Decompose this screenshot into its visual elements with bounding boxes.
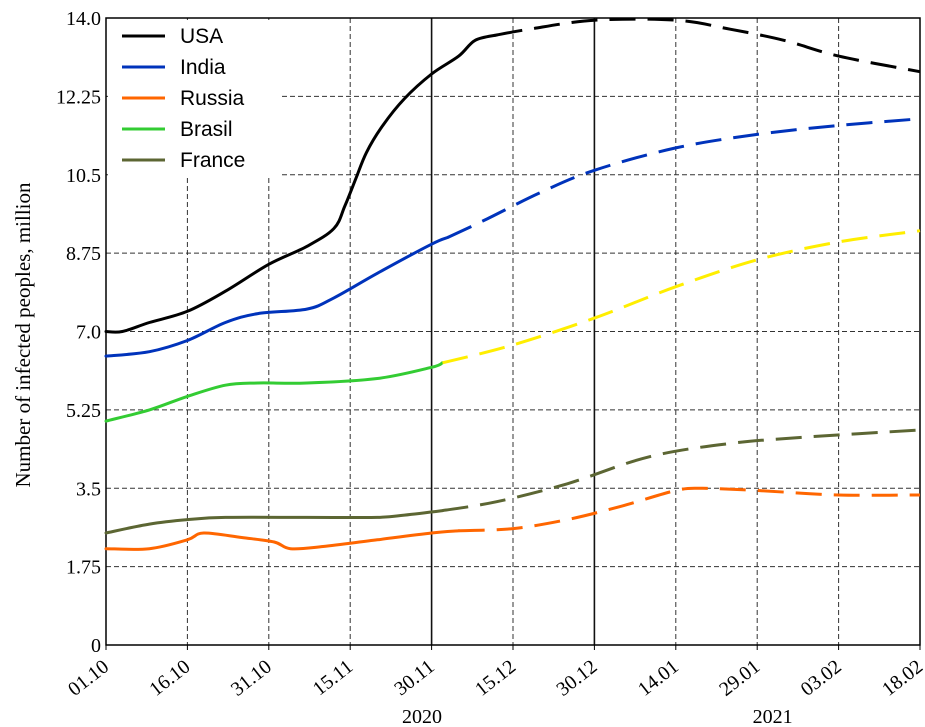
x-tick-label: 16.10 (145, 656, 194, 701)
year-label: 2020 (402, 706, 442, 727)
x-tick-label: 30.12 (552, 656, 601, 701)
legend-label-brasil: Brasil (180, 118, 233, 141)
series-line-india-forecast (447, 117, 921, 239)
x-tick-label: 03.02 (797, 656, 846, 701)
y-tick-label: 7.0 (76, 322, 101, 344)
series-line-india-observed (104, 235, 450, 358)
series-lines (104, 17, 921, 551)
series-line-brasil-observed (104, 361, 444, 423)
x-tick-label: 30.11 (390, 656, 438, 701)
x-tick-label: 31.10 (227, 656, 276, 701)
x-tick-label: 18.02 (878, 656, 925, 701)
series-line-russia-observed (104, 529, 461, 551)
y-tick-labels: 0 1.75 3.5 5.25 7.0 8.75 10.5 12.25 14.0 (56, 8, 101, 657)
y-axis-title: Number of infected peoples, million (11, 182, 35, 488)
legend-label-india: India (180, 56, 226, 79)
y-tick-label: 8.75 (66, 243, 101, 265)
y-tick-label: 1.75 (66, 557, 101, 579)
y-tick-label: 0 (91, 635, 101, 657)
y-tick-label: 3.5 (76, 478, 101, 500)
y-tick-label: 5.25 (66, 400, 101, 422)
series-line-brasil-forecast (442, 229, 921, 365)
x-tick-label: 15.12 (471, 656, 520, 701)
series-line-usa-observed (104, 33, 499, 334)
x-tick-label: 15.11 (309, 656, 357, 701)
x-tick-label: 14.01 (634, 656, 683, 701)
series-line-france-observed (104, 509, 444, 535)
x-tick-label: 29.01 (715, 656, 764, 701)
y-tick-label: 10.5 (66, 165, 101, 187)
year-labels: 2020 2021 (402, 706, 793, 727)
legend: USA India Russia Brasil France (108, 20, 280, 178)
legend-label-russia: Russia (180, 87, 245, 110)
year-label: 2021 (753, 706, 793, 727)
legend-label-usa: USA (180, 25, 223, 48)
y-tick-label: 12.25 (56, 86, 101, 108)
x-tick-label: 01.10 (64, 656, 113, 701)
series-line-france-forecast (442, 428, 921, 513)
x-tick-labels: 01.10 16.10 31.10 15.11 30.11 15.12 30.12 14.01… (64, 656, 925, 701)
series-line-usa-forecast (496, 17, 921, 74)
y-tick-label: 14.0 (66, 8, 101, 30)
legend-label-france: France (180, 149, 245, 172)
